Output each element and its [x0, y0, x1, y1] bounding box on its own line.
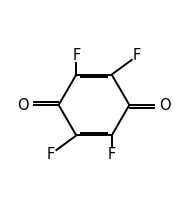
- Text: O: O: [159, 97, 171, 113]
- Text: O: O: [17, 97, 29, 113]
- Text: F: F: [108, 147, 116, 162]
- Text: F: F: [47, 147, 55, 162]
- Text: F: F: [133, 48, 141, 63]
- Text: F: F: [72, 48, 80, 63]
